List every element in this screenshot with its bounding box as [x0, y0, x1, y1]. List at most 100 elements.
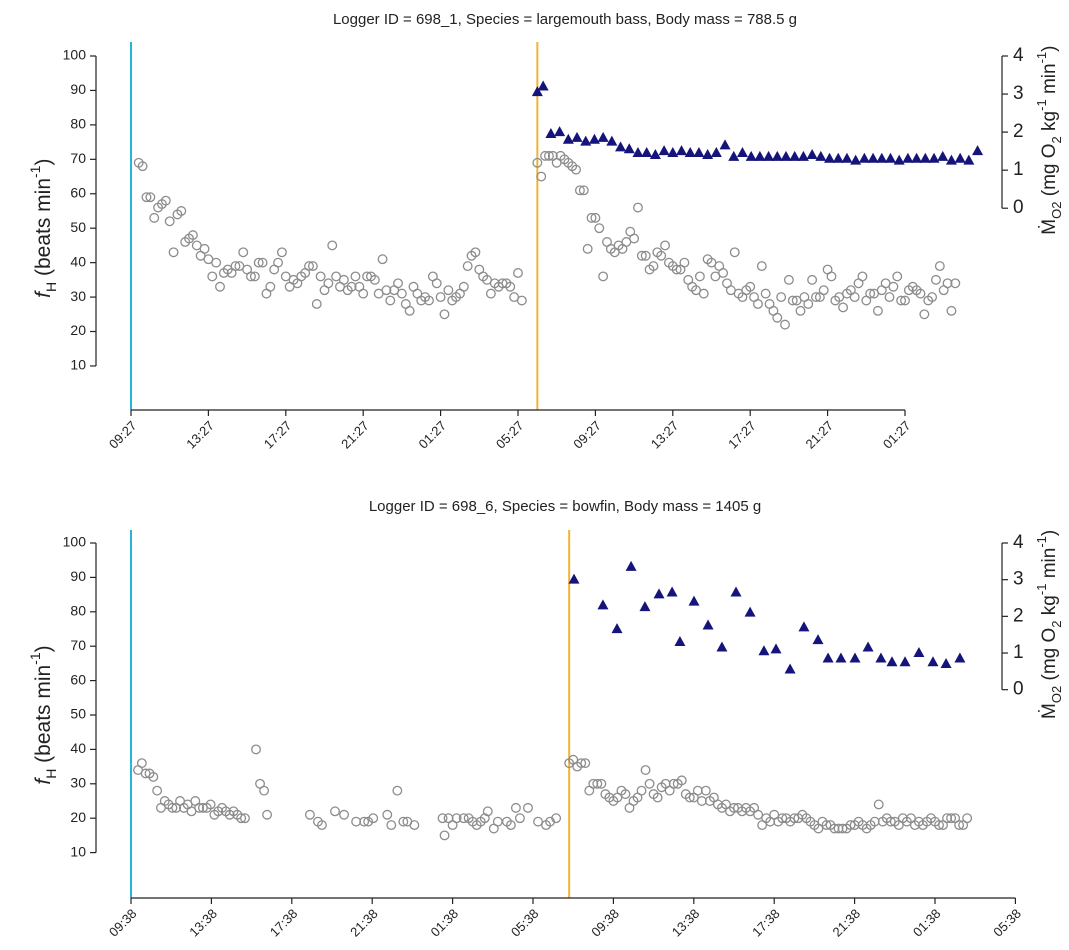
x-tick-label: 21:27 [338, 418, 372, 452]
x-tick-label: 05:27 [493, 418, 527, 452]
label-part: kg [1039, 595, 1060, 620]
mo2-point [899, 656, 911, 667]
heart-rate-point [358, 288, 369, 299]
mo2-point [588, 133, 600, 144]
label-part: f [32, 777, 55, 785]
heart-rate-point [787, 295, 798, 306]
mo2-point [710, 147, 722, 158]
y2-tick-label: 1 [1013, 642, 1024, 663]
heart-rate-point [640, 765, 651, 775]
heart-rate-point [760, 288, 771, 299]
y-tick-label: 60 [70, 184, 86, 200]
heart-rate-point [317, 820, 327, 831]
heart-rate-point [694, 271, 705, 282]
mo2-point [562, 133, 574, 144]
heart-rate-point [590, 212, 601, 223]
y2-axis-title: ṀO2 (mg O2 kg-1 min-1) [1034, 530, 1064, 719]
heart-rate-point [532, 157, 543, 168]
heart-rate-point [215, 281, 225, 292]
heart-rate-point [238, 247, 249, 258]
chart-title: Logger ID = 698_6, Species = bowfin, Bod… [369, 498, 761, 515]
heart-rate-point [544, 150, 554, 161]
heart-rate-point [236, 813, 247, 824]
label-part: -1 [1034, 99, 1049, 111]
heart-rate-point [338, 274, 349, 285]
heart-rate-point [152, 785, 163, 796]
heart-rate-point [168, 247, 179, 258]
mo2-point [858, 152, 870, 163]
mo2-point [867, 152, 879, 163]
heart-rate-point [451, 813, 462, 824]
heart-rate-point [276, 247, 287, 258]
heart-rate-point [636, 785, 647, 796]
mo2-point [649, 148, 661, 159]
heart-rate-point [692, 785, 703, 796]
heart-rate-point [811, 292, 821, 303]
mo2-point [940, 658, 952, 669]
y-tick-label: 90 [70, 81, 86, 97]
label-part: 2 [1049, 620, 1064, 627]
heart-rate-point [392, 785, 403, 796]
heart-rate-point [803, 299, 814, 309]
heart-rate-point [656, 250, 667, 261]
heart-rate-point [865, 288, 876, 299]
heart-rate-point [931, 274, 941, 285]
mo2-point [758, 645, 770, 656]
heart-rate-point [393, 278, 403, 289]
mo2-point [806, 148, 818, 159]
heart-rate-point [253, 257, 264, 268]
mo2-point [876, 152, 888, 163]
label-part: (beats min [32, 178, 55, 282]
y-tick-label: 50 [70, 706, 86, 722]
heart-rate-point [265, 281, 276, 292]
chart-title: Logger ID = 698_1, Species = largemouth … [333, 11, 797, 28]
mo2-point [641, 147, 653, 158]
heart-rate-point [470, 247, 481, 258]
heart-rate-point [386, 820, 397, 831]
mo2-point [763, 150, 775, 161]
heart-rate-point [351, 816, 362, 827]
heart-rate-point [230, 261, 241, 272]
mo2-point [815, 150, 827, 161]
heart-rate-point [795, 305, 806, 316]
mo2-point [606, 135, 618, 146]
mo2-point [688, 595, 700, 606]
heart-rate-point [382, 809, 393, 820]
mo2-point [902, 152, 914, 163]
x-tick-label: 13:27 [183, 418, 217, 452]
y2-tick-label: 2 [1013, 121, 1024, 142]
label-part: min [1039, 548, 1060, 584]
heart-rate-point [821, 820, 832, 831]
mo2-point [666, 586, 678, 597]
label-part: -1 [1034, 584, 1049, 596]
heart-rate-point [505, 820, 516, 831]
heart-rate-point [381, 285, 392, 296]
y2-tick-label: 2 [1013, 605, 1024, 626]
heart-rate-point [249, 271, 260, 282]
mo2-point [554, 126, 566, 137]
heart-rate-point [369, 274, 380, 285]
x-tick-label: 13:27 [648, 418, 682, 452]
heart-rate-point [729, 802, 739, 813]
heart-rate-point [826, 271, 837, 282]
heart-rate-point [304, 809, 315, 820]
x-tick-label: 13:38 [186, 906, 220, 940]
mo2-point [797, 150, 809, 161]
heart-rate-point [510, 802, 521, 813]
heart-rate-point [950, 278, 961, 289]
mo2-point [597, 131, 609, 142]
x-tick-label: 13:38 [669, 906, 703, 940]
heart-rate-point [311, 299, 322, 309]
mo2-point [954, 652, 966, 663]
heart-rate-point [644, 778, 655, 789]
mo2-point [693, 147, 705, 158]
heart-rate-point [598, 271, 609, 282]
x-tick-label: 17:27 [261, 418, 295, 452]
heart-rate-point [443, 285, 454, 296]
mo2-point [754, 150, 766, 161]
heart-rate-point [330, 806, 340, 817]
y-tick-label: 100 [63, 47, 87, 63]
mo2-point [884, 152, 896, 163]
mo2-point [963, 154, 975, 165]
